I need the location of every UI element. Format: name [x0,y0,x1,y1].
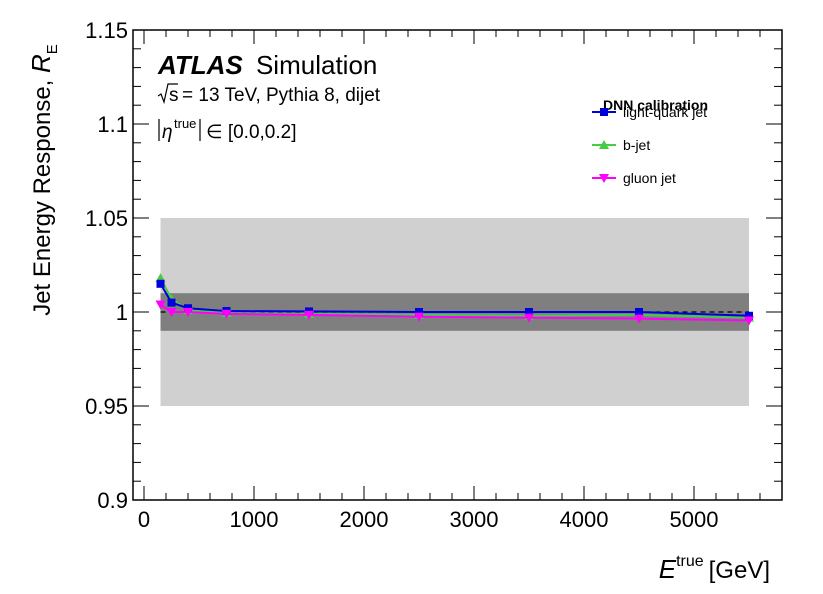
series-gluon-jet [155,300,754,326]
info-line: = 13 TeV, Pythia 8, dijet [182,85,381,106]
x-axis-unit: [GeV] [709,557,770,584]
x-tick-label: 2000 [340,507,389,532]
data-point [156,279,165,288]
eta-symbol: η [162,122,173,143]
data-point [166,308,177,317]
eta-label: η true ∈ [0.0,0.2] [158,116,297,143]
legend-marker [599,174,609,183]
y-axis-symbol: R [26,54,56,73]
x-axis-title: Etrue [GeV] [659,553,770,584]
data-point [155,300,166,310]
data-point [414,312,424,322]
legend-item: gluon jet [592,170,676,186]
plot-frame [132,29,783,501]
y-tick-label: 1 [116,300,128,325]
data-point [634,314,644,324]
eta-range: ∈ [0.0,0.2] [206,122,297,143]
y-axis-sub: E [44,44,61,54]
experiment-label: ATLAS Simulation [157,50,377,80]
y-axis-text: Jet Energy Response, [29,73,56,316]
sqrt-symbol [157,83,178,105]
atlas-label: ATLAS [157,50,243,80]
sqrt-s-label: s [157,83,179,106]
legend-label: light-quark jet [623,104,707,120]
series-layer [155,273,754,326]
x-tick-label: 0 [138,507,150,532]
legend-items: light-quark jet b-jet gluon jet [592,104,707,186]
x-tick-label: 4000 [560,507,609,532]
y-tick-label: 0.9 [97,488,128,513]
data-point [304,310,314,320]
data-point [524,313,534,323]
legend: DNN calibration light-quark jet b-jet gluo… [592,97,708,186]
data-point [635,308,643,316]
x-tick-label: 1000 [230,507,279,532]
simulation-label: Simulation [256,50,377,80]
x-axis-symbol: E [659,554,677,584]
data-point [415,308,423,316]
x-tick-label: 3000 [450,507,499,532]
eta-sup: true [174,116,196,131]
data-point [221,309,232,319]
y-axis-title: Jet Energy Response, RE [26,44,61,316]
data-point [745,311,753,320]
legend-label: b-jet [623,137,650,153]
legend-item: light-quark jet [592,104,707,120]
legend-label: gluon jet [623,170,676,186]
legend-marker [599,140,609,149]
data-point [183,308,193,317]
data-point [167,298,176,307]
data-point [525,308,533,316]
y-tick-label: 1.1 [97,112,128,137]
y-tick-label: 1.05 [85,206,128,231]
legend-title: DNN calibration [603,97,708,113]
tick-labels: 0 1000 2000 3000 4000 5000 0.9 0.95 1 1.05 1.1 1.15 [85,18,718,532]
y-tick-label: 0.95 [85,394,128,419]
legend-marker [600,108,608,116]
sqrt-s-text: s [169,85,179,106]
data-point [744,316,754,326]
legend-item: b-jet [592,137,650,153]
axis-ticks [133,29,783,501]
x-axis-sup: true [676,553,704,570]
y-tick-label: 1.15 [85,18,128,43]
x-tick-label: 5000 [670,507,719,532]
